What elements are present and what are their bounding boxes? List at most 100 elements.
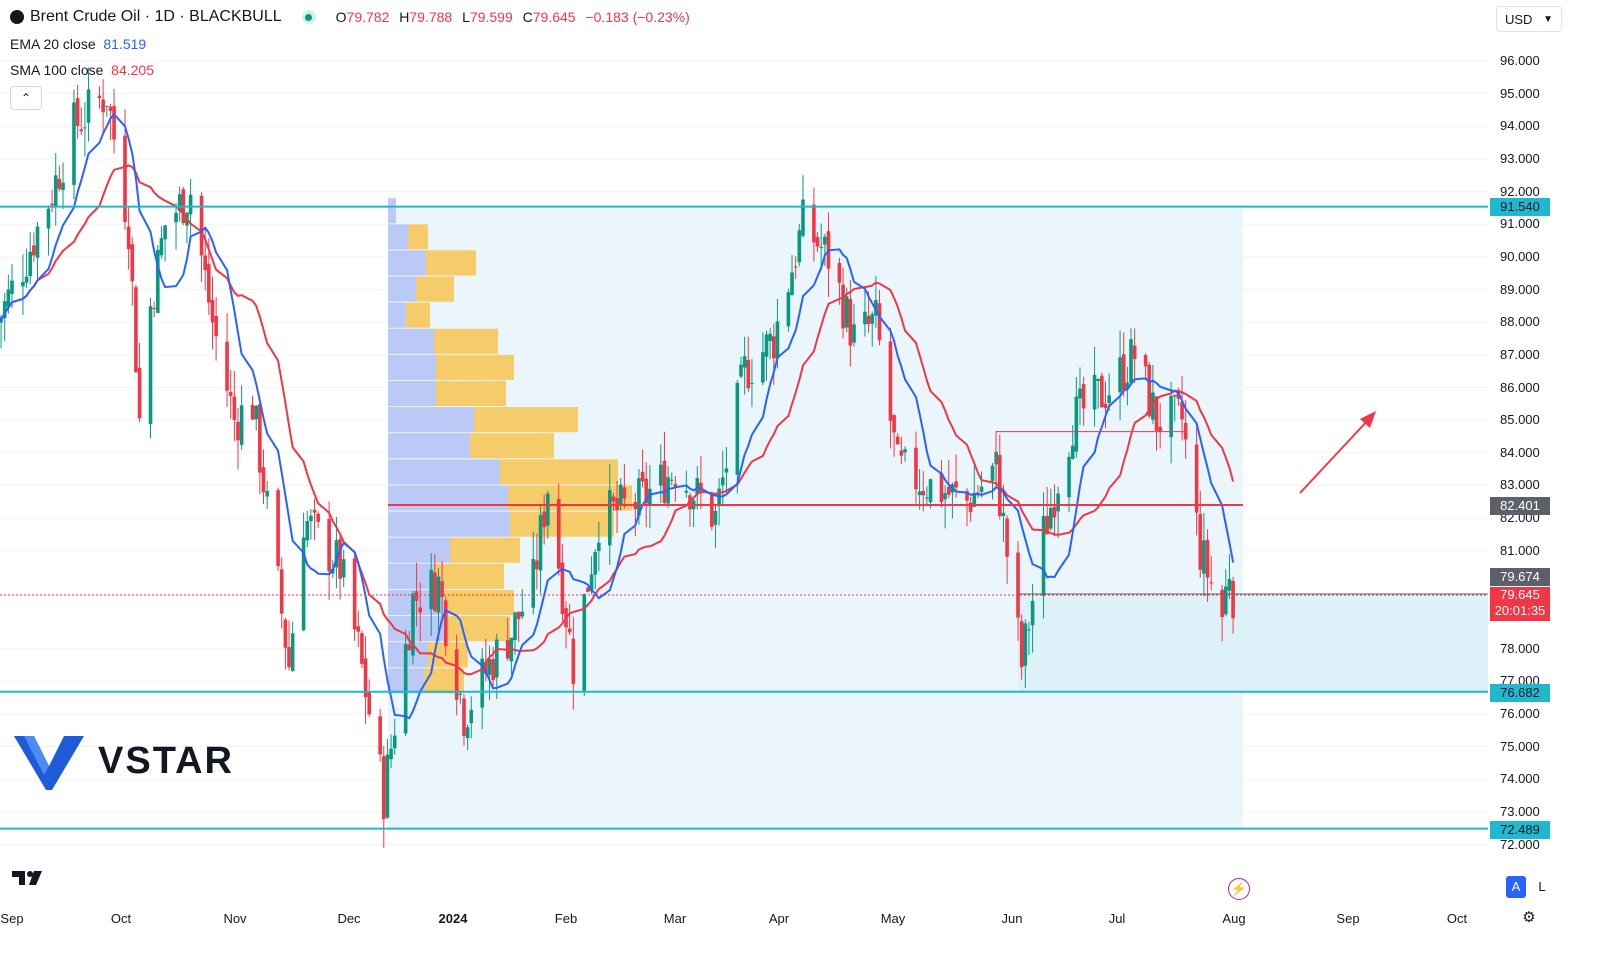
lightning-icon[interactable]: ⚡ [1228,878,1250,900]
candle-body [1176,391,1181,399]
candle-body [214,315,218,337]
price-tick: 89.000 [1500,281,1540,297]
volume-profile-up-bar [388,250,426,276]
candle-body [644,478,649,504]
candle-body [28,251,33,277]
candle-body [724,468,729,473]
price-tick: 81.000 [1500,542,1540,558]
candle-body [1052,506,1057,518]
candle-body [1172,395,1177,397]
candle-body [199,195,204,256]
candle-body [469,709,474,724]
gear-icon[interactable]: ⚙ [1522,909,1536,926]
candle-body [232,396,237,421]
volume-profile-up-bar [388,511,510,537]
sma-legend[interactable]: SMA 100 close 84.205 [10,62,154,78]
mid-level-price-label: 82.401 [1490,497,1550,515]
symbol-title[interactable]: Brent Crude Oil · 1D · BLACKBULL [30,8,282,25]
candle-body [1027,629,1031,631]
collapse-legend-button[interactable]: ⌃ [10,86,42,110]
volume-profile-down-bar [470,433,554,459]
candle-body [2,301,7,319]
time-tick: Mar [663,911,687,926]
volume-profile-down-bar [416,276,454,302]
candle-body [939,473,944,503]
candle-body [378,716,382,755]
time-tick: Feb [554,911,578,926]
candle-body [1118,357,1122,393]
candle-body [914,447,918,490]
candle-body [954,481,958,488]
volume-profile-down-bar [406,302,430,328]
candle-body [83,127,87,129]
vstar-logo-icon [14,736,84,790]
candle-body [123,135,127,223]
candle-body [979,486,984,492]
candle-body [126,226,131,250]
ema-legend[interactable]: EMA 20 close 81.519 [10,36,147,52]
candle-body [152,308,156,310]
candle-body [316,513,320,522]
candle-body [662,460,667,503]
price-tick: 74.000 [1500,771,1540,787]
candle-body [137,367,142,419]
price-tick: 90.000 [1500,248,1540,264]
candle-body [535,560,539,570]
candle-body [1198,514,1203,570]
candle-body [739,364,743,377]
candle-body [713,510,718,525]
volume-profile-up-bar [388,380,436,407]
volume-profile-down-bar [408,224,428,250]
candle-body [1147,364,1152,417]
candle-body [465,727,470,739]
candle-body [790,272,794,296]
resistance-price-label: 91.540 [1490,198,1550,216]
candle-body [921,490,926,496]
candle-body [491,659,495,681]
volume-profile-up-bar [388,433,470,459]
auto-scale-button[interactable]: A [1506,876,1526,898]
time-tick: Oct [1446,911,1468,926]
candle-body [812,204,816,243]
currency-select[interactable]: USD ▼ [1496,6,1562,32]
candle-body [1074,396,1079,452]
time-tick: May [880,911,906,926]
log-scale-button[interactable]: L [1538,879,1546,894]
candle-body [203,255,207,271]
candle-body [53,175,58,207]
candle-body [1227,578,1232,591]
ema-20-line [0,112,1235,720]
time-tick: Oct [110,911,132,926]
price-tick: 86.000 [1500,379,1540,395]
candle-body [363,658,368,698]
candle-body [640,471,645,482]
candle-body [24,276,29,283]
candle-body [108,106,113,111]
candle-body [75,98,80,126]
candle-body [207,264,211,303]
candle-body [1023,623,1028,666]
candle-body [287,647,291,668]
price-tick: 92.000 [1500,183,1540,199]
tradingview-logo-icon[interactable] [12,869,46,892]
candle-body [607,490,612,546]
change-readout: −0.183 (−0.23%) [585,9,690,25]
time-tick: Apr [768,911,790,926]
chart-header: Brent Crude Oil · 1D · BLACKBULL O79.782… [10,8,696,26]
candle-body [888,341,893,421]
candle-body [239,405,244,445]
volume-profile-down-bar [446,616,510,642]
candle-body [104,105,109,107]
candle-body [761,352,765,383]
vstar-watermark: VSTAR [12,730,234,792]
candle-body [156,249,160,313]
candle-body [403,644,408,734]
candle-body [560,562,565,614]
candle-body [1100,375,1104,408]
volume-profile-up-bar [388,563,434,589]
candle-body [852,324,856,343]
volume-profile-down-bar [434,563,504,589]
candle-body [101,99,105,113]
price-tick: 75.000 [1500,738,1540,754]
